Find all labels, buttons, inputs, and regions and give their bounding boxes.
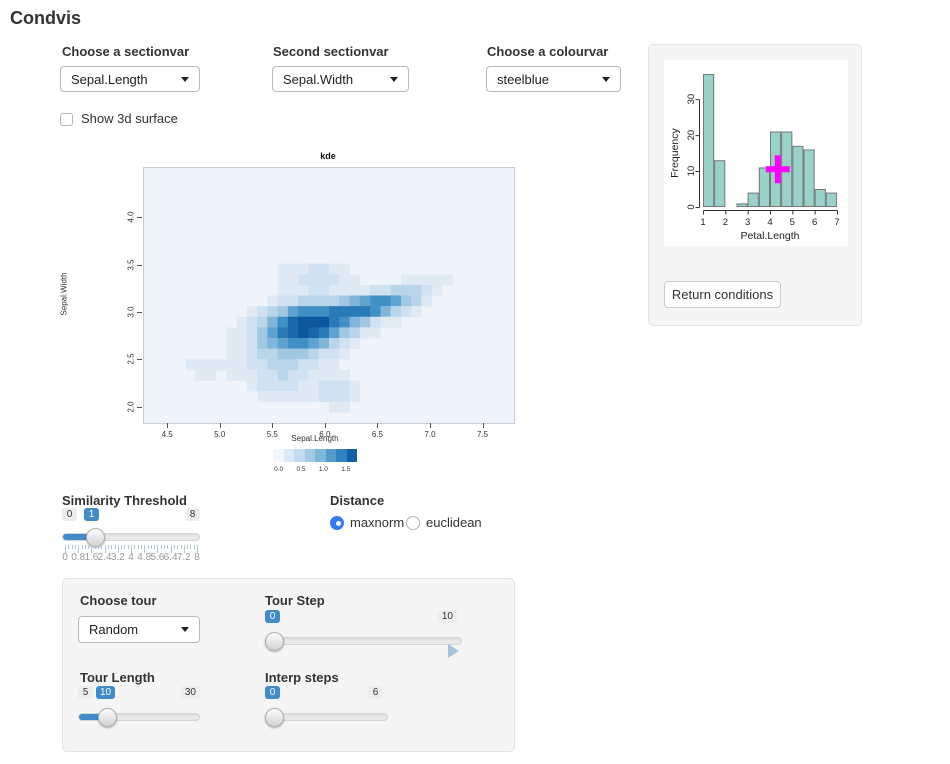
tour-panel xyxy=(62,578,515,752)
condition-histogram[interactable] xyxy=(664,60,848,246)
kde-plot[interactable]: 4.5 5.0 5.5 6.0 6.5 7.0 7.5 2.0 2.5 3.0 3.5 4.0 xyxy=(127,167,515,439)
choose-tour-select[interactable]: Random xyxy=(78,616,200,643)
colourvar-label: Choose a colourvar xyxy=(487,44,609,59)
sectionvar-select[interactable]: Sepal.Length xyxy=(60,66,200,92)
interp-steps-value-badge: 0 xyxy=(265,686,280,699)
distance-label: Distance xyxy=(330,493,385,508)
tour-length-slider[interactable]: 5 10 30 xyxy=(78,686,200,734)
tour-step-label: Tour Step xyxy=(265,593,325,608)
tour-step-slider[interactable]: 0 10 xyxy=(265,610,462,658)
radio-maxnorm[interactable]: maxnorm xyxy=(330,515,404,530)
interp-steps-label: Interp steps xyxy=(265,670,339,685)
tour-step-track[interactable] xyxy=(265,637,462,645)
tour-length-handle[interactable] xyxy=(98,708,117,727)
tour-step-value-badge: 0 xyxy=(265,610,280,623)
interp-steps-slider[interactable]: 0 6 xyxy=(265,686,388,734)
page-title: Condvis xyxy=(10,8,82,28)
chevron-down-icon xyxy=(181,76,189,82)
tour-length-track[interactable] xyxy=(78,713,200,721)
similarity-slider[interactable]: 0 1 8 0 0.8 1.6 2.4 3.2 4 4.8 5.6 6.4 7.2 8 xyxy=(62,508,200,563)
radio-euclidean-label: euclidean xyxy=(426,515,482,530)
chevron-down-icon xyxy=(390,76,398,82)
show-3d-surface-checkbox[interactable] xyxy=(60,113,73,126)
radio-maxnorm-icon[interactable] xyxy=(330,515,344,530)
tour-length-label: Tour Length xyxy=(80,670,155,685)
sectionvar2-value: Sepal.Width xyxy=(283,71,354,87)
sectionvar2-select[interactable]: Sepal.Width xyxy=(272,66,409,92)
colourvar-select[interactable]: steelblue xyxy=(486,66,621,92)
tour-length-max-badge: 30 xyxy=(180,686,200,699)
sectionvar-value: Sepal.Length xyxy=(71,71,148,87)
radio-euclidean-icon[interactable] xyxy=(406,515,420,530)
interp-steps-handle[interactable] xyxy=(265,708,284,727)
colourvar-value: steelblue xyxy=(497,71,550,87)
similarity-max-badge: 8 xyxy=(185,508,200,521)
return-conditions-button[interactable]: Return conditions xyxy=(664,281,781,308)
radio-euclidean[interactable]: euclidean xyxy=(406,515,482,530)
similarity-track[interactable] xyxy=(62,533,200,541)
kde-density-canvas[interactable] xyxy=(143,167,515,424)
kde-ylabel: Sepal.Width xyxy=(59,272,69,316)
tour-step-max-badge: 10 xyxy=(437,610,457,623)
kde-xlabel: Sepal.Length xyxy=(291,434,339,443)
sectionvar-label: Choose a sectionvar xyxy=(62,44,190,59)
tour-length-value-badge: 10 xyxy=(96,686,116,699)
similarity-value-badge: 1 xyxy=(84,508,99,521)
similarity-min-badge: 0 xyxy=(62,508,77,521)
play-icon[interactable] xyxy=(448,644,459,658)
similarity-label: Similarity Threshold xyxy=(62,493,187,508)
similarity-fill xyxy=(63,534,96,540)
tour-length-min-badge: 5 xyxy=(78,686,93,699)
interp-steps-max-badge: 6 xyxy=(368,686,383,699)
chevron-down-icon xyxy=(181,627,189,632)
kde-colorbar: 0.0 0.5 1.0 1.5 xyxy=(273,449,357,479)
choose-tour-label: Choose tour xyxy=(80,593,157,608)
tour-step-handle[interactable] xyxy=(265,632,284,651)
radio-maxnorm-label: maxnorm xyxy=(350,515,405,530)
show-3d-surface-label: Show 3d surface xyxy=(81,111,178,126)
tour-length-fill xyxy=(79,714,109,720)
chevron-down-icon xyxy=(602,76,610,82)
choose-tour-value: Random xyxy=(89,622,139,637)
kde-plot-title: kde xyxy=(320,151,336,161)
sectionvar2-label: Second sectionvar xyxy=(273,44,389,59)
